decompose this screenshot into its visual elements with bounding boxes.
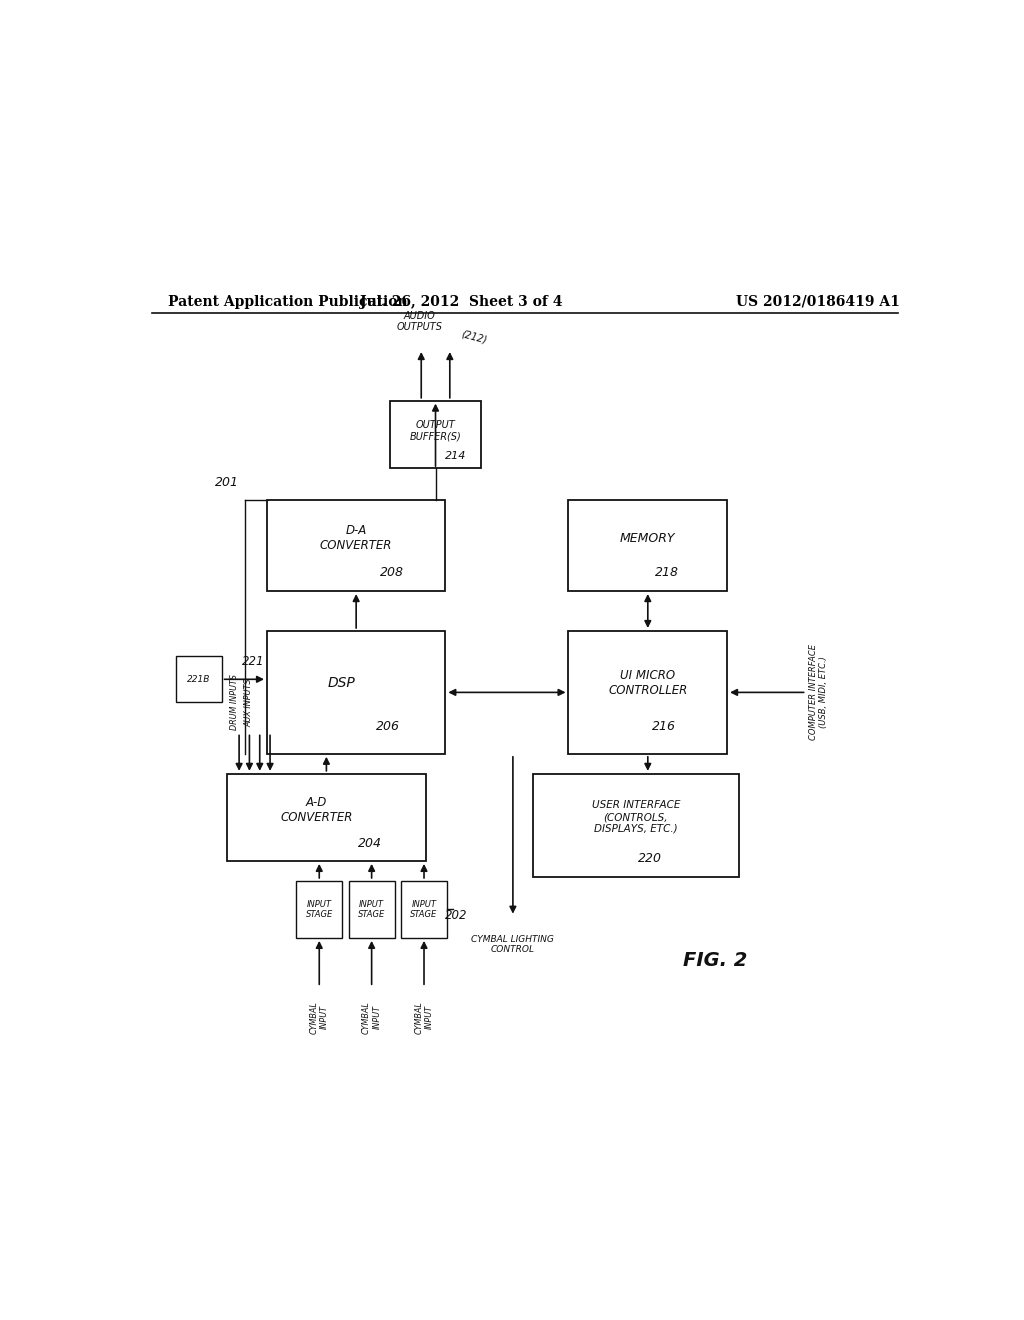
Text: Jul. 26, 2012  Sheet 3 of 4: Jul. 26, 2012 Sheet 3 of 4 (360, 294, 562, 309)
Text: 221: 221 (242, 655, 264, 668)
Text: 202: 202 (445, 908, 468, 921)
Text: (212): (212) (460, 329, 487, 346)
Text: 206: 206 (376, 721, 400, 734)
Text: AUDIO
OUTPUTS: AUDIO OUTPUTS (396, 310, 442, 333)
Text: USER INTERFACE
(CONTROLS,
DISPLAYS, ETC.): USER INTERFACE (CONTROLS, DISPLAYS, ETC.… (592, 800, 680, 834)
Text: DSP: DSP (328, 676, 355, 689)
Text: Patent Application Publication: Patent Application Publication (168, 294, 408, 309)
Text: 201: 201 (215, 477, 240, 488)
Text: INPUT
STAGE: INPUT STAGE (411, 900, 437, 919)
Bar (532, 774, 739, 876)
Text: INPUT
STAGE: INPUT STAGE (358, 900, 385, 919)
Text: DRUM INPUTS: DRUM INPUTS (229, 675, 239, 730)
Bar (227, 774, 426, 861)
Bar (348, 880, 394, 939)
Bar (296, 880, 342, 939)
Text: 216: 216 (651, 721, 676, 734)
Text: 218: 218 (655, 566, 679, 579)
Text: FIG. 2: FIG. 2 (683, 950, 748, 970)
Bar (568, 500, 727, 591)
Text: MEMORY: MEMORY (621, 532, 676, 545)
Text: UI MICRO
CONTROLLER: UI MICRO CONTROLLER (608, 668, 687, 697)
Text: A-D
CONVERTER: A-D CONVERTER (281, 796, 352, 825)
Bar (176, 656, 221, 702)
Text: INPUT
STAGE: INPUT STAGE (305, 900, 333, 919)
Bar (568, 631, 727, 754)
Text: US 2012/0186419 A1: US 2012/0186419 A1 (736, 294, 900, 309)
Bar (267, 631, 445, 754)
Text: CYMBAL
INPUT: CYMBAL INPUT (361, 1001, 381, 1034)
Bar (267, 500, 445, 591)
Text: 208: 208 (380, 566, 403, 579)
Text: 221B: 221B (187, 675, 210, 684)
Text: D-A
CONVERTER: D-A CONVERTER (319, 524, 392, 552)
Bar (390, 401, 481, 469)
Text: 204: 204 (358, 837, 382, 850)
Text: 214: 214 (444, 451, 466, 461)
Text: COMPUTER INTERFACE
(USB, MIDI, ETC.): COMPUTER INTERFACE (USB, MIDI, ETC.) (809, 644, 828, 741)
Text: CYMBAL LIGHTING
CONTROL: CYMBAL LIGHTING CONTROL (471, 935, 554, 954)
Text: CYMBAL
INPUT: CYMBAL INPUT (309, 1001, 329, 1034)
Text: OUTPUT
BUFFER(S): OUTPUT BUFFER(S) (410, 420, 462, 442)
Text: CYMBAL
INPUT: CYMBAL INPUT (415, 1001, 434, 1034)
Bar (401, 880, 447, 939)
Text: 220: 220 (638, 851, 663, 865)
Text: AUX INPUTS: AUX INPUTS (244, 678, 253, 726)
